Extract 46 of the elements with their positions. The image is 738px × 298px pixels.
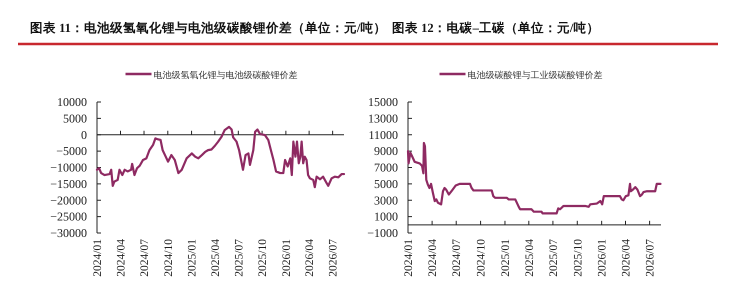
- x-tick-label: 2026/04: [620, 238, 632, 277]
- legend-label: 电池级碳酸锂与工业级碳酸锂价差: [468, 70, 602, 80]
- y-tick-label: 10000: [57, 95, 87, 109]
- y-tick-label: −20000: [50, 193, 87, 208]
- y-tick-label: −10000: [50, 160, 87, 174]
- x-tick-label: 2024/04: [116, 238, 128, 277]
- x-tick-label: 2024/04: [427, 238, 440, 277]
- x-tick-label: 2026/07: [328, 238, 340, 277]
- legend-label: 电池级氢氧化锂与电池级碳酸锂价差: [154, 70, 298, 80]
- x-tick-label: 2024/10: [162, 238, 175, 277]
- x-tick-label: 2025/10: [257, 238, 270, 277]
- chart-title: 图表 11：电池级氢氧化锂与电池级碳酸锂价差（单位：元/吨）: [30, 20, 386, 35]
- x-tick-label: 2026/04: [304, 238, 316, 277]
- y-tick-label: −1000: [367, 226, 398, 240]
- y-tick-label: 15000: [368, 95, 398, 109]
- x-tick-label: 2025/07: [233, 238, 246, 277]
- y-tick-label: −25000: [50, 210, 87, 224]
- x-tick-label: 2025/01: [500, 238, 512, 277]
- x-tick-label: 2024/01: [92, 238, 104, 277]
- chart-title: 图表 12：电碳–工碳（单位：元/吨）: [392, 20, 600, 35]
- y-tick-label: 7000: [374, 160, 398, 174]
- x-tick-label: 2026/07: [644, 238, 657, 277]
- x-tick-label: 2024/07: [139, 238, 152, 277]
- x-tick-label: 2026/01: [280, 238, 293, 277]
- y-tick-label: 13000: [368, 111, 398, 126]
- x-tick-label: 2025/04: [524, 238, 536, 277]
- y-tick-label: 0: [81, 128, 87, 142]
- x-tick-label: 2026/01: [596, 238, 609, 277]
- y-tick-label: −30000: [50, 226, 87, 240]
- x-tick-label: 2024/10: [476, 238, 488, 277]
- y-tick-label: 5000: [63, 111, 87, 126]
- x-tick-label: 2024/07: [451, 238, 464, 277]
- y-tick-label: 5000: [374, 176, 398, 191]
- x-tick-label: 2025/04: [210, 238, 222, 277]
- x-tick-label: 2025/10: [572, 238, 584, 277]
- y-tick-label: 1000: [374, 210, 398, 224]
- y-tick-label: 11000: [368, 128, 398, 142]
- x-tick-label: 2025/01: [186, 238, 199, 277]
- x-tick-label: 2024/01: [403, 238, 415, 277]
- y-tick-label: 3000: [374, 193, 398, 208]
- legend: 电池级氢氧化锂与电池级碳酸锂价差: [126, 70, 298, 80]
- y-tick-label: −5000: [56, 144, 87, 158]
- x-tick-label: 2025/07: [548, 238, 560, 277]
- y-tick-label: 9000: [374, 144, 398, 158]
- legend: 电池级碳酸锂与工业级碳酸锂价差: [440, 70, 602, 80]
- y-tick-label: −15000: [50, 176, 87, 191]
